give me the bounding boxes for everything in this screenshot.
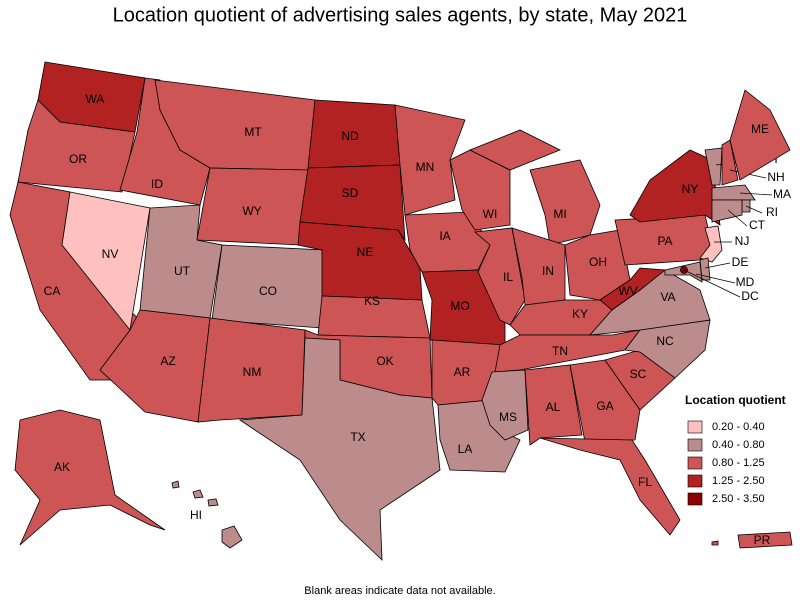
state-label: MT [244,125,262,139]
state-shape [299,164,406,242]
legend-swatch [687,474,703,488]
state-label: SD [342,186,359,200]
state-shape [197,317,306,423]
state-label: TX [350,430,365,444]
leader-line [695,273,736,284]
footnote: Blank areas indicate data not available. [304,585,495,597]
legend-label: 1.25 - 2.50 [712,475,765,487]
state-label: MD [736,275,755,289]
state-label: ND [341,129,359,143]
state-shape [524,364,583,446]
state-label: NM [243,365,262,379]
legend-swatch [687,492,703,506]
state-label: PR [754,533,771,547]
state-label: NY [682,182,699,196]
state-label: ID [151,177,163,191]
state-shape [17,99,136,193]
state-shape [207,498,219,507]
state-label: NE [357,245,374,259]
state-label: VA [660,290,675,304]
state-shape [539,437,681,536]
state-shape [14,409,166,546]
state-shape [529,159,601,246]
state-label: MO [450,299,469,313]
state-shape [469,129,561,171]
state-label: LA [458,442,473,456]
state-label: KY [572,307,588,321]
state-shape [394,104,466,216]
state-label: CO [259,284,277,298]
state-shape [711,540,719,546]
state-label: WV [618,284,637,298]
leader-line [683,269,741,298]
state-shape [699,225,723,263]
map-title: Location quotient of advertising sales a… [113,4,688,26]
state-label: RI [766,205,778,219]
state-label: CA [44,284,61,298]
state-label: IA [439,229,450,243]
state-label: GA [596,399,613,413]
state-label: FL [638,475,652,489]
legend-label: 0.40 - 0.80 [712,439,765,451]
state-shape [704,147,723,186]
legend-label: 0.80 - 1.25 [712,457,765,469]
state-label: AZ [160,354,175,368]
state-label: MN [416,160,435,174]
legend-swatch [687,420,703,434]
legend-label: 2.50 - 3.50 [712,493,765,505]
leader-line [727,209,748,227]
state-label: UT [174,264,191,278]
legend-title: Location quotient [685,393,786,407]
state-shape [729,89,791,181]
legend-swatch [687,456,703,470]
state-label: IL [503,270,513,284]
state-label: SC [630,367,647,381]
state-label: MI [553,207,566,221]
state-label: MS [499,410,517,424]
state-label: OR [69,152,87,166]
state-shape [171,480,180,489]
state-label: NJ [735,234,750,248]
state-label: NH [767,170,784,184]
state-shape [221,525,243,549]
state-shape [721,139,739,186]
state-label: HI [190,508,202,522]
state-label: DE [732,255,749,269]
leader-line [704,262,731,269]
state-label: IN [542,264,554,278]
state-label: WI [483,207,498,221]
state-label: OK [376,354,393,368]
state-label: KS [364,294,380,308]
state-shape [569,359,641,443]
state-label: MA [773,187,791,201]
state-label: DC [741,289,759,303]
state-label: ME [751,122,769,136]
legend-label: 0.20 - 0.40 [712,421,765,433]
state-label: WA [86,92,105,106]
state-label: AL [546,400,561,414]
state-label: OH [589,255,607,269]
state-shape [737,531,793,549]
state-label: AR [454,365,471,379]
state-label: NV [102,247,119,261]
state-label: AK [54,460,70,474]
legend-swatch [687,438,703,452]
state-shape [629,149,721,226]
state-shape [711,184,756,201]
state-shape [711,199,743,223]
state-label: PA [657,234,672,248]
leader-line [739,192,773,196]
leader-line [745,205,763,214]
state-label: CT [749,218,766,232]
state-label: WY [242,204,261,218]
state-shape [192,489,204,499]
state-label: NC [656,334,674,348]
state-label: TN [552,344,568,358]
